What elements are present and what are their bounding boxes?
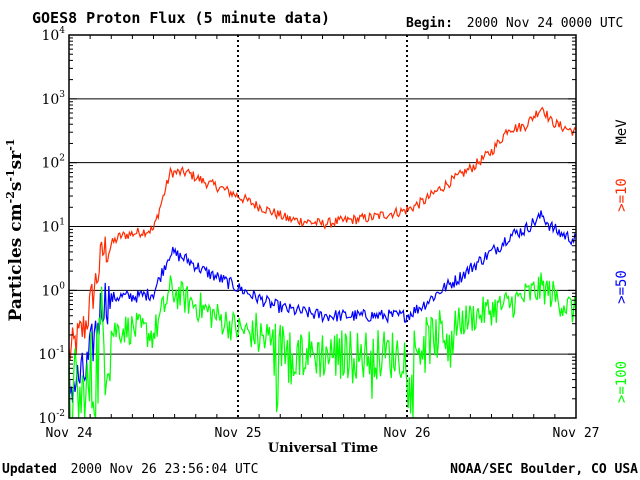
x-tick-labels: Nov 24 Nov 25 Nov 26 Nov 27 (46, 426, 600, 441)
y-tick-label: 104 (41, 26, 65, 44)
footer-updated: Updated 2000 Nov 26 23:56:04 UTC (2, 462, 258, 477)
x-axis-label: Universal Time (268, 441, 378, 456)
chart-title: GOES8 Proton Flux (5 minute data) (32, 9, 330, 27)
x-tick-label: Nov 24 (46, 426, 93, 441)
begin-label: Begin: (406, 16, 453, 31)
x-tick-label: Nov 25 (215, 426, 262, 441)
legend-ge50: >=50 (614, 270, 630, 304)
x-tick-label: Nov 27 (553, 426, 600, 441)
plot-frame (68, 34, 577, 419)
y-tick-label: 103 (41, 90, 65, 108)
y-tick-label: 102 (41, 154, 65, 172)
footer-source: NOAA/SEC Boulder, CO USA (450, 462, 638, 477)
updated-value: 2000 Nov 26 23:56:04 UTC (71, 462, 259, 477)
series-lines (68, 106, 577, 419)
y-axis-label: Particles cm-2s-1sr-1 (4, 139, 26, 322)
series-line-ge10 (68, 106, 577, 361)
y-tick-label: 10-2 (38, 409, 65, 427)
grid-lines (69, 35, 576, 418)
y-tick-label: 100 (41, 281, 65, 299)
unit-label: MeV (614, 119, 630, 145)
y-tick-label: 101 (41, 218, 65, 236)
y-tick-labels: 10-2 10-1 100 101 102 103 104 (38, 26, 65, 427)
begin-value: 2000 Nov 24 0000 UTC (467, 16, 624, 31)
begin-line: Begin: 2000 Nov 24 0000 UTC (406, 16, 623, 31)
legend-ge10: >=10 (614, 178, 630, 212)
legend-ge100: >=100 (614, 361, 630, 403)
series-line-ge100 (68, 272, 577, 419)
y-tick-label: 10-1 (38, 345, 65, 363)
series-line-ge50 (68, 210, 577, 403)
x-tick-label: Nov 26 (384, 426, 431, 441)
updated-label: Updated (2, 462, 57, 477)
